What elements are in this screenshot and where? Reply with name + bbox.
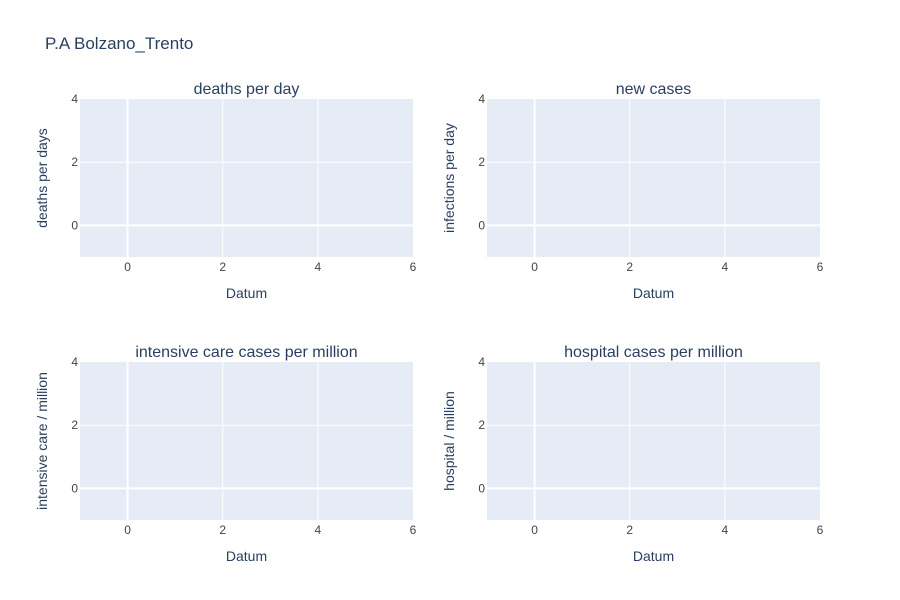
x-tick-label: 0 xyxy=(124,523,131,537)
x-tick-label: 6 xyxy=(410,523,417,537)
x-tick-label: 0 xyxy=(124,260,131,274)
subplot-title: hospital cases per million xyxy=(564,344,743,361)
y-tick-label: 4 xyxy=(71,92,78,106)
x-tick-label: 0 xyxy=(531,523,538,537)
subplot-4: 0 2 4 6 0 2 4 hospital cases per million Datum ho… xyxy=(441,344,824,564)
x-tick-label: 4 xyxy=(722,523,729,537)
x-tick-label: 2 xyxy=(219,523,226,537)
x-tick-label: 6 xyxy=(410,260,417,274)
y-axis-label: intensive care / million xyxy=(34,372,50,510)
plot-background xyxy=(80,99,413,257)
y-axis-label: infections per day xyxy=(441,123,457,233)
y-axis-label: hospital / million xyxy=(441,391,457,491)
y-tick-label: 4 xyxy=(71,355,78,369)
y-tick-label: 0 xyxy=(71,481,78,495)
x-tick-label: 6 xyxy=(817,260,824,274)
x-axis-label: Datum xyxy=(226,285,267,301)
x-tick-label: 2 xyxy=(626,523,633,537)
plot-background xyxy=(487,99,820,257)
y-tick-label: 2 xyxy=(478,155,485,169)
y-tick-label: 0 xyxy=(478,481,485,495)
subplot-2: 0 2 4 6 0 2 4 new cases Datum infections per day xyxy=(441,81,824,301)
y-tick-label: 0 xyxy=(71,218,78,232)
y-tick-label: 2 xyxy=(71,155,78,169)
x-tick-label: 0 xyxy=(531,260,538,274)
subplot-title: new cases xyxy=(616,81,692,98)
x-tick-label: 2 xyxy=(626,260,633,274)
y-axis-label: deaths per days xyxy=(34,128,50,228)
y-tick-label: 2 xyxy=(71,418,78,432)
y-tick-label: 0 xyxy=(478,218,485,232)
y-tick-label: 4 xyxy=(478,92,485,106)
x-axis-label: Datum xyxy=(226,548,267,564)
x-tick-label: 6 xyxy=(817,523,824,537)
x-tick-label: 2 xyxy=(219,260,226,274)
subplot-1: 0 2 4 6 0 2 4 deaths per day Datum deaths per day… xyxy=(34,81,417,301)
x-tick-label: 4 xyxy=(722,260,729,274)
y-tick-label: 2 xyxy=(478,418,485,432)
plot-background xyxy=(487,362,820,520)
x-axis-label: Datum xyxy=(633,285,674,301)
page-title: P.A Bolzano_Trento xyxy=(45,34,194,53)
plot-background xyxy=(80,362,413,520)
x-axis-label: Datum xyxy=(633,548,674,564)
subplot-title: deaths per day xyxy=(194,81,300,98)
x-tick-label: 4 xyxy=(315,260,322,274)
y-tick-label: 4 xyxy=(478,355,485,369)
subplot-title: intensive care cases per million xyxy=(135,344,357,361)
x-tick-label: 4 xyxy=(315,523,322,537)
subplot-3: 0 2 4 6 0 2 4 intensive care cases per million D… xyxy=(34,344,417,564)
